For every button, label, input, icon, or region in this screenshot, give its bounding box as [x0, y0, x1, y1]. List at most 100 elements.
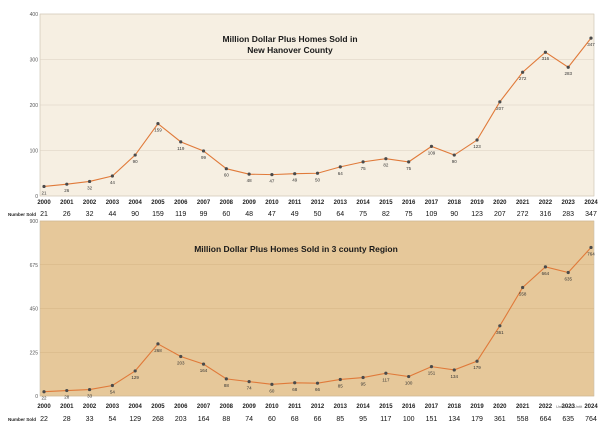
row-value: 54: [108, 416, 116, 423]
point-label: 32: [87, 185, 93, 190]
x-tick-label: 2018: [448, 200, 462, 206]
x-tick-label: 2024: [584, 200, 598, 206]
data-point: [133, 153, 137, 157]
data-point: [338, 165, 342, 169]
data-point: [521, 285, 525, 290]
data-point: [42, 390, 46, 394]
row-value: 47: [268, 211, 276, 218]
row-value: 159: [152, 211, 164, 218]
x-tick-label: 2008: [220, 404, 234, 410]
row-value: 123: [471, 211, 483, 218]
row-value: 99: [200, 211, 208, 218]
x-tick-label: 2024: [584, 404, 598, 410]
x-tick-label: 2010: [265, 200, 279, 206]
row-value: 60: [268, 416, 276, 423]
x-tick-label: 2023: [562, 200, 576, 206]
data-point: [315, 171, 320, 175]
data-point: [179, 354, 183, 359]
row-value: 60: [222, 211, 230, 218]
data-point: [65, 182, 69, 186]
row-value: 49: [291, 211, 299, 218]
data-point: [224, 377, 228, 381]
row-value: 26: [63, 211, 71, 218]
untitled-note: Untitled 1 Untit: [556, 404, 583, 409]
row-value: 28: [63, 416, 71, 423]
point-label: 90: [133, 159, 139, 164]
x-tick-label: 2018: [448, 404, 462, 410]
row-value: 85: [336, 416, 344, 423]
point-label: 203: [177, 361, 185, 366]
row-value: 129: [129, 416, 141, 423]
y-tick-label: 675: [30, 263, 39, 269]
data-point: [566, 270, 570, 275]
x-tick-label: 2021: [516, 404, 530, 410]
row-value: 203: [175, 416, 187, 423]
point-label: 664: [542, 271, 550, 276]
x-tick-label: 2010: [265, 404, 279, 410]
x-tick-label: 2000: [37, 200, 51, 206]
data-point: [521, 70, 525, 74]
row-value: 119: [175, 211, 186, 218]
x-tick-label: 2017: [425, 200, 439, 206]
data-point: [156, 122, 160, 126]
x-tick-label: 2007: [197, 200, 211, 206]
point-label: 33: [87, 394, 93, 399]
point-label: 60: [269, 388, 275, 393]
data-point: [361, 160, 365, 164]
row-value: 33: [86, 416, 94, 423]
data-point: [179, 140, 183, 144]
data-point: [407, 160, 411, 164]
data-point: [429, 144, 434, 149]
data-point: [65, 388, 69, 393]
row-value: 90: [450, 211, 458, 218]
x-tick-label: 2014: [356, 200, 370, 206]
point-label: 109: [428, 150, 436, 155]
point-label: 129: [131, 375, 139, 380]
row-value: 95: [359, 416, 367, 423]
x-tick-label: 2019: [470, 200, 484, 206]
point-label: 44: [110, 180, 116, 185]
point-label: 268: [154, 348, 162, 353]
chart-title: New Hanover County: [247, 45, 333, 55]
data-point: [247, 172, 251, 176]
row-value: 48: [245, 211, 253, 218]
chart-1: 0 100 200 300 400 Million Dollar Plus Homes S…: [8, 12, 598, 218]
point-label: 159: [154, 128, 162, 133]
x-tick-label: 2006: [174, 200, 188, 206]
row-value: 74: [245, 416, 253, 423]
data-point: [384, 157, 388, 161]
row-value: 283: [562, 211, 574, 218]
row-value: 151: [426, 416, 438, 423]
x-tick-label: 2004: [128, 404, 142, 410]
point-label: 558: [519, 292, 527, 297]
point-label: 764: [587, 251, 595, 256]
point-label: 100: [405, 381, 413, 386]
data-point: [361, 375, 365, 380]
row-value: 50: [314, 211, 322, 218]
x-tick-label: 2001: [60, 404, 74, 410]
point-label: 117: [382, 377, 390, 382]
data-point: [201, 149, 206, 153]
x-tick-label: 2002: [83, 404, 97, 410]
point-label: 99: [201, 155, 207, 160]
row-value: 134: [448, 416, 460, 423]
point-label: 119: [177, 146, 185, 151]
y-tick-label: 900: [30, 219, 39, 225]
data-point: [498, 100, 502, 104]
point-label: 361: [496, 330, 504, 335]
point-label: 75: [406, 166, 412, 171]
point-label: 95: [361, 382, 367, 387]
point-label: 347: [587, 42, 595, 47]
data-point: [566, 65, 570, 69]
x-tick-label: 2013: [334, 404, 348, 410]
x-tick-label: 2023: [562, 404, 576, 410]
x-tick-label: 2009: [242, 404, 256, 410]
x-tick-label: 2022: [539, 200, 553, 206]
row-value: 75: [359, 211, 367, 218]
chart-title: Million Dollar Plus Homes Sold in 3 coun…: [194, 244, 398, 254]
x-tick-label: 2017: [425, 404, 439, 410]
point-label: 66: [315, 387, 321, 392]
data-point: [247, 380, 251, 384]
row-value: 268: [152, 416, 164, 423]
y-tick-label: 400: [30, 12, 39, 18]
